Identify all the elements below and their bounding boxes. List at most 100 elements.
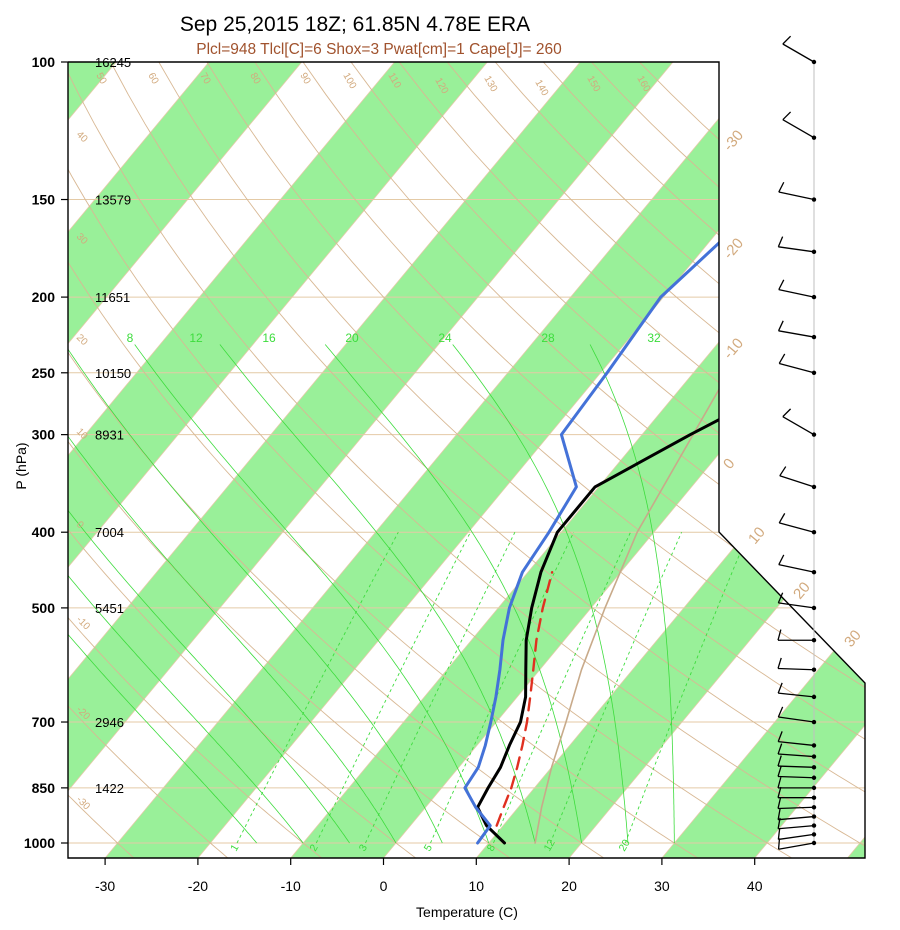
wind-barb-staff: [779, 362, 815, 374]
wind-barb-flag: [777, 657, 782, 669]
isotherm-line: [68, 62, 303, 858]
height-label: 10150: [95, 366, 131, 381]
wind-barb-flag: [778, 279, 785, 290]
series-temperature: [476, 62, 865, 845]
isotherm-line: [68, 62, 674, 858]
isotherm-label: 20: [790, 579, 814, 603]
moist-adiabat-line: [452, 344, 629, 844]
wind-barb-flag: [778, 513, 786, 524]
mixing-ratio-label: 8: [485, 842, 498, 853]
x-tick-label: 20: [561, 878, 577, 894]
wind-barb-staff: [778, 246, 815, 253]
x-tick-label: -30: [95, 878, 115, 894]
dry-adiabat-line: [68, 62, 701, 858]
isotherm-label: 10: [745, 524, 769, 548]
height-label: 8931: [95, 428, 124, 443]
chart-text: Sep 25,2015 18Z; 61.85N 4.78E ERA Plcl=9…: [13, 13, 865, 920]
chart-subtitle: Plcl=948 Tlcl[C]=6 Shox=3 Pwat[cm]=1 Cap…: [196, 41, 562, 58]
sounding-series: [463, 62, 865, 845]
band-green: [68, 62, 302, 858]
theta-label-top: 60: [145, 71, 160, 87]
series-dewpoint: [463, 62, 865, 845]
wind-barb-flag: [778, 181, 785, 193]
theta-label-left: 40: [74, 129, 90, 145]
height-label: 5451: [95, 601, 124, 616]
dry-adiabat-line: [254, 62, 865, 858]
moist-adiabat-line: [68, 344, 350, 844]
moist-adiabat-line: [68, 344, 258, 844]
theta-label-left: -30: [74, 794, 92, 812]
mixing-ratio-line: [315, 531, 471, 844]
wind-barb-flag: [777, 808, 781, 820]
wind-barb-flag: [777, 786, 782, 798]
band-green: [105, 62, 859, 858]
mixing-ratio-label: 2: [308, 842, 321, 853]
height-label: 1422: [95, 781, 124, 796]
band-green: [68, 62, 673, 858]
dry-adiabat-line: [68, 62, 865, 858]
wind-barb-staff: [777, 806, 815, 810]
y-tick-label: 100: [32, 54, 56, 70]
chart-title: Sep 25,2015 18Z; 61.85N 4.78E ERA: [180, 13, 530, 36]
y-tick-label: 400: [32, 524, 56, 540]
moist-adiabat-line: [219, 344, 536, 844]
wind-barb-flag: [777, 755, 782, 767]
wind-barb-flag: [778, 554, 785, 565]
wind-barb-flag: [777, 743, 783, 755]
wind-barb-flag: [777, 731, 783, 742]
height-label: 13579: [95, 193, 131, 208]
dry-adiabat-line: [68, 62, 419, 858]
isotherm-line: [568, 62, 865, 858]
wind-barb-flag: [777, 706, 784, 718]
mixing-ratio-label: 12: [542, 837, 558, 853]
moist-adiabat-line: [589, 344, 675, 843]
mixing-ratio-line: [549, 532, 683, 844]
wind-barb-staff: [778, 564, 815, 573]
theta-label-left: -10: [74, 614, 92, 632]
isotherm-line: [661, 62, 865, 858]
y-axis-label: P (hPa): [13, 442, 29, 489]
isotherm-label: 30: [841, 627, 865, 651]
height-label: 7004: [95, 525, 124, 540]
mixing-ratio-line: [365, 532, 516, 844]
dry-adiabat-line: [68, 62, 230, 858]
wind-barb-staff: [778, 842, 815, 850]
theta-label-top: 80: [247, 71, 262, 87]
x-tick-label: 40: [747, 878, 763, 894]
dry-adiabat-line: [302, 62, 865, 858]
band-green: [847, 62, 865, 858]
isotherm-label: -30: [720, 127, 747, 155]
x-tick-label: -20: [188, 878, 208, 894]
wind-barb-staff: [778, 753, 815, 758]
isotherm-line: [68, 62, 488, 858]
wind-barb-staff: [778, 716, 815, 723]
mixing-ratio-line: [236, 531, 399, 844]
wind-barb-flag: [777, 320, 784, 332]
wind-barb-staff: [779, 522, 815, 533]
x-tick-label: 0: [380, 878, 388, 894]
x-axis-label: Temperature (C): [416, 904, 518, 920]
isotherm-line: [68, 62, 210, 858]
wind-barb-staff: [777, 667, 815, 671]
mixing-ratio-label: 3: [357, 842, 370, 853]
theta-e-label: 32: [647, 331, 661, 345]
y-tick-label: 300: [32, 427, 56, 443]
wind-barb-staff: [777, 765, 815, 768]
dry-adiabat-line: [110, 62, 865, 858]
theta-e-label: 8: [127, 331, 134, 345]
wind-barb-staff: [778, 692, 815, 698]
wind-barb-staff: [778, 833, 815, 841]
isotherm-line: [68, 62, 395, 858]
theta-label-top: 90: [297, 71, 312, 87]
theta-e-label: 16: [262, 331, 276, 345]
wind-barb-staff: [777, 775, 815, 779]
dry-adiabat-line: [68, 62, 513, 858]
wind-barb-staff: [778, 815, 815, 821]
wind-barb-staff: [778, 824, 815, 830]
isotherm-line: [104, 62, 767, 858]
wind-barb-flag: [777, 828, 781, 840]
mixing-ratio-label: 1: [228, 842, 241, 853]
wind-barb-flag: [777, 838, 781, 850]
series-virtual-env-tan: [534, 343, 746, 844]
wind-barb-flag: [782, 35, 792, 45]
